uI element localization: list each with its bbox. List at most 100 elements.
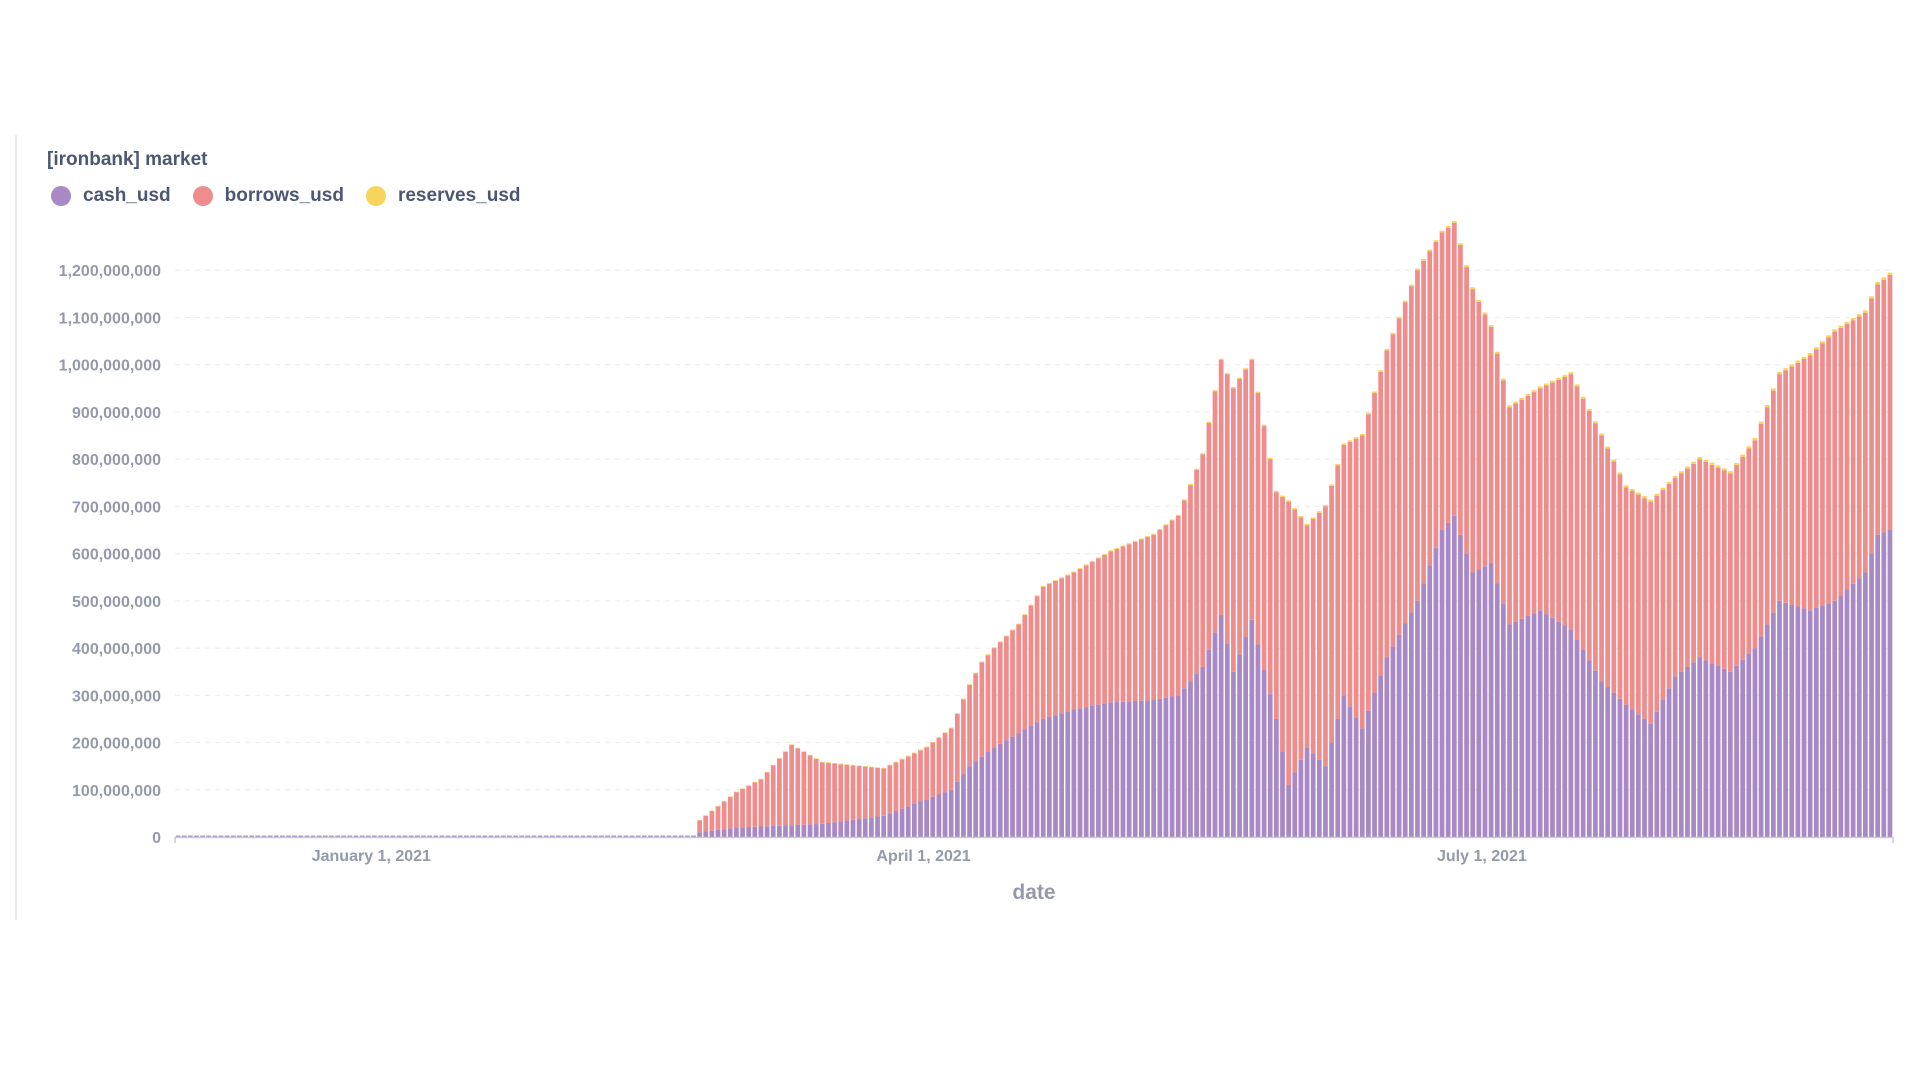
bar-cash_usd[interactable] <box>390 835 396 837</box>
bar-reserves_usd[interactable] <box>930 741 936 743</box>
bar-borrows_usd[interactable] <box>1525 395 1531 616</box>
bar-borrows_usd[interactable] <box>1451 223 1457 516</box>
bar-borrows_usd[interactable] <box>1280 496 1285 752</box>
bar-reserves_usd[interactable] <box>1488 325 1494 327</box>
bar-cash_usd[interactable] <box>1249 619 1255 837</box>
bar-cash_usd[interactable] <box>642 835 647 837</box>
bar-borrows_usd[interactable] <box>1077 568 1083 709</box>
bar-borrows_usd[interactable] <box>1255 393 1261 645</box>
bar-cash_usd[interactable] <box>451 835 457 837</box>
bar-borrows_usd[interactable] <box>1556 379 1561 622</box>
bar-reserves_usd[interactable] <box>844 764 850 765</box>
bar-reserves_usd[interactable] <box>1353 437 1359 439</box>
bar-cash_usd[interactable] <box>341 835 347 837</box>
bar-borrows_usd[interactable] <box>1206 422 1212 650</box>
bar-borrows_usd[interactable] <box>1574 386 1580 640</box>
bar-cash_usd[interactable] <box>1623 704 1629 837</box>
bar-borrows_usd[interactable] <box>1028 605 1034 727</box>
bar-reserves_usd[interactable] <box>1728 471 1733 474</box>
bar-reserves_usd[interactable] <box>1040 585 1046 587</box>
bar-reserves_usd[interactable] <box>1507 405 1512 408</box>
bar-reserves_usd[interactable] <box>1304 523 1310 526</box>
bar-reserves_usd[interactable] <box>795 747 801 749</box>
bar-cash_usd[interactable] <box>1347 706 1353 837</box>
bar-borrows_usd[interactable] <box>1807 355 1813 611</box>
bar-reserves_usd[interactable] <box>1390 332 1396 335</box>
bar-cash_usd[interactable] <box>758 826 764 838</box>
bar-cash_usd[interactable] <box>292 835 298 837</box>
bar-reserves_usd[interactable] <box>1108 550 1114 552</box>
bar-borrows_usd[interactable] <box>1445 227 1451 523</box>
bar-reserves_usd[interactable] <box>1206 421 1212 423</box>
bar-cash_usd[interactable] <box>335 835 340 837</box>
bar-borrows_usd[interactable] <box>1869 298 1874 554</box>
bar-reserves_usd[interactable] <box>1427 249 1433 252</box>
bar-borrows_usd[interactable] <box>1599 435 1604 682</box>
bar-cash_usd[interactable] <box>568 835 574 837</box>
bar-borrows_usd[interactable] <box>1856 316 1862 579</box>
bar-cash_usd[interactable] <box>666 835 672 837</box>
bar-reserves_usd[interactable] <box>1770 388 1776 391</box>
bar-reserves_usd[interactable] <box>924 746 929 748</box>
bar-reserves_usd[interactable] <box>764 771 770 773</box>
bar-cash_usd[interactable] <box>1231 671 1236 837</box>
bar-cash_usd[interactable] <box>746 827 752 837</box>
bar-cash_usd[interactable] <box>801 824 807 837</box>
bar-cash_usd[interactable] <box>1004 740 1009 837</box>
bar-borrows_usd[interactable] <box>1439 232 1445 530</box>
bar-reserves_usd[interactable] <box>1096 557 1101 559</box>
bar-cash_usd[interactable] <box>654 835 660 837</box>
bar-borrows_usd[interactable] <box>942 733 948 793</box>
bar-cash_usd[interactable] <box>1359 728 1365 837</box>
bar-cash_usd[interactable] <box>954 781 960 837</box>
bar-borrows_usd[interactable] <box>862 766 868 819</box>
bar-reserves_usd[interactable] <box>1654 493 1660 496</box>
bar-reserves_usd[interactable] <box>1464 265 1469 268</box>
bar-borrows_usd[interactable] <box>1580 398 1586 650</box>
bar-reserves_usd[interactable] <box>1678 471 1684 474</box>
bar-cash_usd[interactable] <box>267 835 273 837</box>
bar-borrows_usd[interactable] <box>1740 456 1746 660</box>
bar-reserves_usd[interactable] <box>948 727 954 729</box>
bar-cash_usd[interactable] <box>329 835 334 837</box>
bar-reserves_usd[interactable] <box>1666 481 1672 484</box>
bar-borrows_usd[interactable] <box>1396 318 1402 635</box>
bar-cash_usd[interactable] <box>1777 600 1782 837</box>
bar-borrows_usd[interactable] <box>832 763 837 823</box>
bar-cash_usd[interactable] <box>1194 674 1199 837</box>
bar-reserves_usd[interactable] <box>715 805 721 807</box>
bar-borrows_usd[interactable] <box>1053 581 1058 716</box>
bar-reserves_usd[interactable] <box>1335 463 1341 466</box>
bar-borrows_usd[interactable] <box>1132 541 1138 702</box>
bar-borrows_usd[interactable] <box>1783 370 1788 603</box>
bar-borrows_usd[interactable] <box>789 744 795 826</box>
bar-reserves_usd[interactable] <box>1102 553 1107 555</box>
bar-cash_usd[interactable] <box>918 801 923 837</box>
bar-reserves_usd[interactable] <box>1022 614 1028 616</box>
bar-cash_usd[interactable] <box>1378 675 1384 837</box>
bar-cash_usd[interactable] <box>1464 553 1469 837</box>
bar-reserves_usd[interactable] <box>899 758 905 760</box>
bar-reserves_usd[interactable] <box>1697 457 1703 460</box>
bar-cash_usd[interactable] <box>777 825 782 837</box>
bar-borrows_usd[interactable] <box>1267 459 1273 695</box>
bar-cash_usd[interactable] <box>1427 565 1433 837</box>
bar-cash_usd[interactable] <box>850 819 856 837</box>
bar-borrows_usd[interactable] <box>1758 423 1764 637</box>
bar-borrows_usd[interactable] <box>1114 548 1120 703</box>
bar-cash_usd[interactable] <box>537 835 543 837</box>
bar-reserves_usd[interactable] <box>1740 454 1746 457</box>
bar-borrows_usd[interactable] <box>1494 353 1500 584</box>
bar-reserves_usd[interactable] <box>1396 316 1402 319</box>
bar-borrows_usd[interactable] <box>813 758 819 825</box>
bar-reserves_usd[interactable] <box>1120 545 1126 547</box>
bar-cash_usd[interactable] <box>1243 637 1249 837</box>
bar-reserves_usd[interactable] <box>1243 368 1249 370</box>
bar-cash_usd[interactable] <box>1089 705 1095 837</box>
bar-cash_usd[interactable] <box>1494 583 1500 837</box>
bar-reserves_usd[interactable] <box>734 791 739 793</box>
bar-borrows_usd[interactable] <box>850 765 856 820</box>
bar-cash_usd[interactable] <box>826 822 831 837</box>
bar-cash_usd[interactable] <box>1703 660 1709 837</box>
bar-reserves_usd[interactable] <box>783 751 788 752</box>
